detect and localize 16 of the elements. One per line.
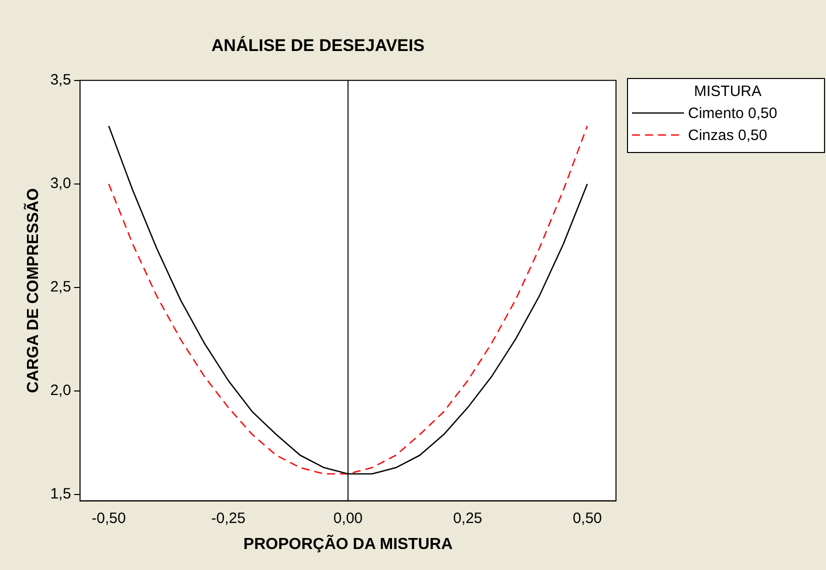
y-tick-label: 3,5 [50, 72, 72, 89]
legend-title: MISTURA [693, 83, 762, 100]
legend-label: Cinzas 0,50 [688, 126, 768, 144]
x-tick-label: 0,00 [333, 510, 363, 527]
y-tick-label: 3,0 [50, 175, 72, 192]
legend-label: Cimento 0,50 [688, 104, 778, 122]
x-tick-label: 0,25 [453, 510, 482, 527]
chart-title: ANÁLISE DE DESEJAVEIS [211, 34, 425, 55]
x-tick-label: -0,50 [92, 510, 126, 527]
y-axis-title: CARGA DE COMPRESSÃO [23, 188, 42, 393]
x-tick-label: 0,50 [572, 510, 602, 527]
y-tick-label: 2,5 [50, 278, 72, 296]
x-tick-label: -0,25 [211, 510, 246, 527]
y-tick-label: 2,0 [50, 382, 72, 400]
x-axis-title: PROPORÇÃO DA MISTURA [243, 534, 454, 553]
y-tick-label: 1,5 [50, 486, 72, 503]
